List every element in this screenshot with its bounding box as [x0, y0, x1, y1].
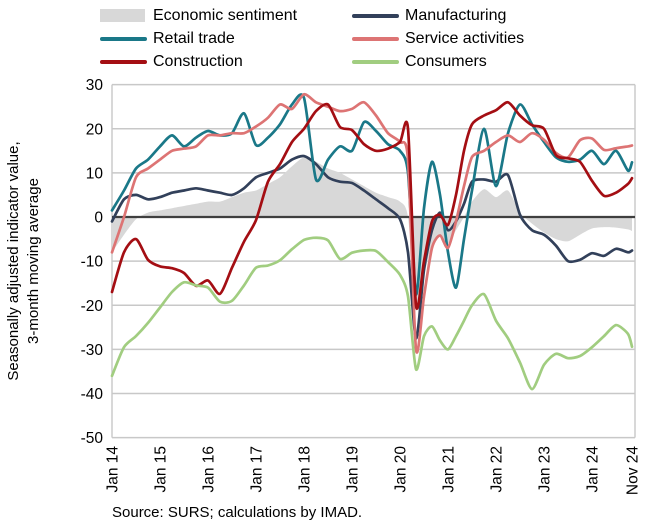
- legend-swatch-icon-manufacturing: [352, 13, 399, 18]
- legend-label-construction: Construction: [153, 52, 243, 70]
- x-tick-label-jan-20: Jan 20: [393, 446, 410, 493]
- series-line-manufacturing: [110, 154, 634, 340]
- legend-label-economic-sentiment: Economic sentiment: [153, 6, 298, 24]
- legend-swatch-icon-construction: [100, 59, 147, 64]
- x-tick-label-jan-24: Jan 24: [585, 446, 602, 493]
- x-tick-label-jan-18: Jan 18: [297, 446, 314, 493]
- line-series-group: [110, 92, 634, 391]
- y-axis-title-line1: Seasonally adjusted indicator value,: [5, 141, 22, 380]
- y-tick-label--20: -20: [81, 298, 104, 315]
- y-tick-label--50: -50: [81, 430, 104, 447]
- series-line-retail-trade: [110, 93, 634, 296]
- series-area-economic-sentiment: [112, 157, 632, 311]
- legend-swatch-icon-service-activities: [352, 36, 399, 41]
- y-tick-label--30: -30: [81, 342, 104, 359]
- legend-label-retail-trade: Retail trade: [153, 29, 235, 47]
- x-tick-label-jan-17: Jan 17: [249, 446, 266, 493]
- y-tick-label-30: 30: [86, 77, 104, 94]
- y-tick-label--40: -40: [81, 386, 104, 403]
- y-tick-label-20: 20: [86, 121, 104, 138]
- y-axis-title-line2: 3-month moving average: [25, 178, 42, 344]
- legend-item-service-activities: Service activities: [352, 27, 524, 50]
- legend-item-retail-trade: Retail trade: [100, 27, 297, 50]
- x-tick-label-jan-15: Jan 15: [153, 446, 170, 493]
- x-tick-label-jan-19: Jan 19: [345, 446, 362, 493]
- legend-item-manufacturing: Manufacturing: [352, 4, 524, 27]
- series-line-construction: [110, 100, 634, 310]
- area-series-group: [112, 157, 632, 311]
- x-tick-label-jan-23: Jan 23: [537, 446, 554, 493]
- legend-label-manufacturing: Manufacturing: [405, 6, 507, 24]
- source-note: Source: SURS; calculations by IMAD.: [112, 504, 363, 521]
- chart-legend: Economic sentiment Retail trade Constructi…: [100, 4, 640, 70]
- x-tick-label-jan-21: Jan 21: [441, 446, 458, 493]
- legend-label-service-activities: Service activities: [405, 29, 525, 47]
- legend-swatch-icon-economic-sentiment: [100, 9, 145, 22]
- series-line-consumers: [110, 236, 634, 391]
- legend-item-construction: Construction: [100, 50, 297, 73]
- legend-label-consumers: Consumers: [405, 52, 487, 70]
- legend-swatch-icon-retail-trade: [100, 36, 147, 41]
- x-tick-label-jan-16: Jan 16: [201, 446, 218, 493]
- legend-column: Manufacturing Service activities Consumers: [352, 4, 524, 73]
- legend-item-consumers: Consumers: [352, 50, 524, 73]
- x-tick-label-jan-22: Jan 22: [489, 446, 506, 493]
- y-tick-label-10: 10: [86, 165, 104, 182]
- y-tick-label-0: 0: [94, 210, 103, 227]
- legend-column: Economic sentiment Retail trade Constructi…: [100, 4, 297, 73]
- legend-item-economic-sentiment: Economic sentiment: [100, 4, 297, 27]
- y-tick-label--10: -10: [81, 254, 104, 271]
- x-tick-label-nov-24: Nov 24: [625, 446, 642, 495]
- gridlines-group: [111, 83, 636, 439]
- legend-swatch-icon-consumers: [352, 59, 399, 64]
- x-tick-label-jan-14: Jan 14: [105, 446, 122, 493]
